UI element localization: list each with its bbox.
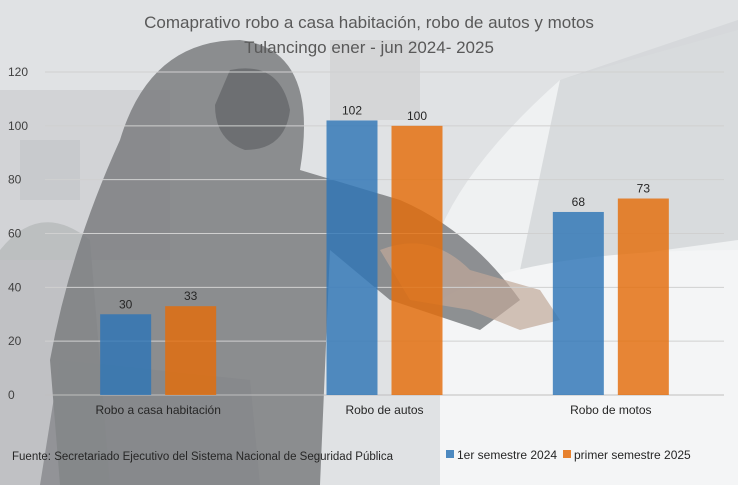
gridlines [45,71,724,396]
bars [100,120,669,395]
category-label-1: Robo a casa habitación [95,403,220,417]
category-label-2: Robo de autos [345,403,423,417]
bar-1-series-1 [100,314,152,395]
category-label-3: Robo de motos [570,403,651,417]
y-tick-label-20: 20 [8,334,22,348]
data-labels: 30 33 102 100 68 73 [119,103,650,311]
y-tick-label-100: 100 [8,119,28,133]
y-axis-ticks: 0 20 40 60 80 100 120 [8,65,28,402]
data-label-2-series-2: 100 [407,109,427,123]
bar-3-series-1 [552,211,604,395]
legend: 1er semestre 2024 primer semestre 2025 [446,448,691,462]
legend-label-2025: primer semestre 2025 [574,448,691,462]
y-tick-label-60: 60 [8,227,22,241]
data-label-3-series-2: 73 [637,182,651,196]
legend-label-2024: 1er semestre 2024 [457,448,557,462]
chart-title: Comaprativo robo a casa habitación, robo… [144,13,594,32]
source-note: Fuente: Secretariado Ejecutivo del Siste… [12,451,394,463]
y-tick-label-0: 0 [8,388,15,402]
data-label-1-series-1: 30 [119,297,133,311]
data-label-3-series-1: 68 [572,195,586,209]
bar-3-series-2 [617,198,669,395]
bar-2-series-1 [326,120,378,395]
data-label-1-series-2: 33 [184,289,198,303]
bar-1-series-2 [165,306,217,395]
data-label-2-series-1: 102 [342,103,362,117]
category-labels: Robo a casa habitación Robo de autos Robo … [95,403,651,417]
legend-swatch-2025 [563,450,571,458]
bar-2-series-2 [391,125,443,395]
y-tick-label-80: 80 [8,173,22,187]
y-tick-label-40: 40 [8,280,22,294]
y-tick-label-120: 120 [8,65,28,79]
chart-subtitle: Tulancingo ener - jun 2024- 2025 [244,38,494,57]
legend-swatch-2024 [446,450,454,458]
